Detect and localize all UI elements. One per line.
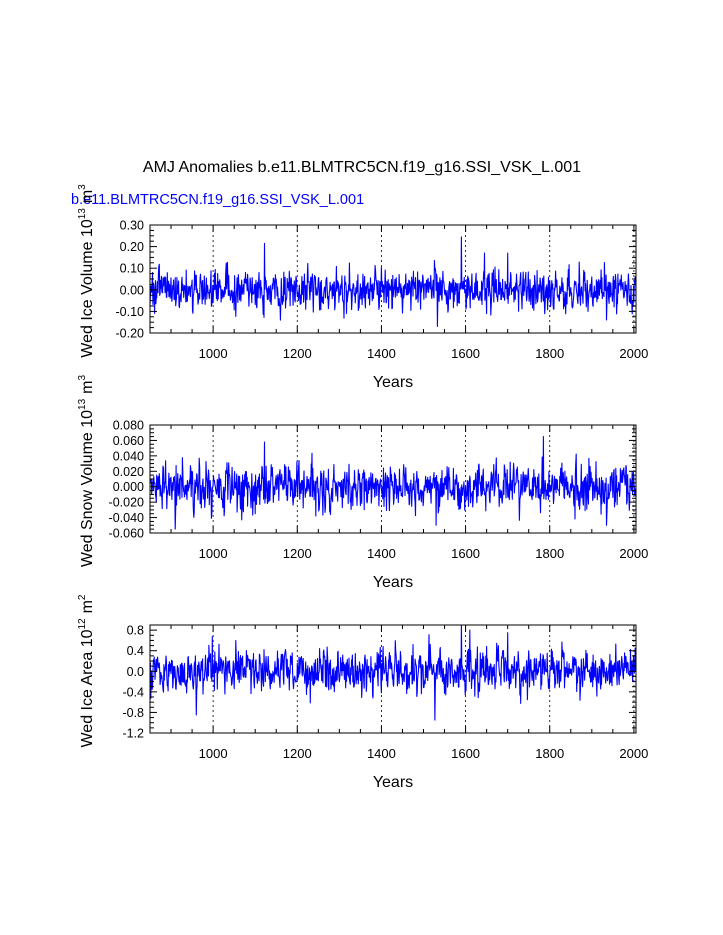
chart-panel-1: 1000 1200 1400 1600 1800 2000 -0.20 -0.10 0.00 0.… bbox=[77, 184, 648, 391]
y-axis-label-exponent: 13 bbox=[77, 398, 88, 410]
x-tick-label: 1200 bbox=[283, 546, 312, 561]
y-axis-label: Wed Ice Volume 1013 m3 bbox=[77, 184, 96, 358]
x-tick-label: 1800 bbox=[535, 546, 564, 561]
x-tick-label: 1400 bbox=[367, 346, 396, 361]
y-axis-label-unit: m bbox=[79, 190, 96, 203]
y-tick-label: 0.10 bbox=[120, 262, 144, 276]
series-line bbox=[149, 624, 637, 721]
y-tick-label: -0.020 bbox=[109, 496, 144, 510]
x-axis-label: Years bbox=[373, 374, 413, 391]
y-axis-label-unit-exponent: 3 bbox=[77, 374, 88, 380]
x-tick-label: 1800 bbox=[535, 746, 564, 761]
y-tick-label: 0.040 bbox=[113, 449, 144, 463]
y-tick-label: 0.30 bbox=[120, 219, 144, 233]
y-tick-label: -1.2 bbox=[122, 727, 144, 741]
y-tick-label: 0.060 bbox=[113, 434, 144, 448]
x-tick-label: 1000 bbox=[199, 746, 228, 761]
y-tick-label: -0.10 bbox=[116, 305, 145, 319]
x-tick-label: 1600 bbox=[451, 346, 480, 361]
y-axis-label-text: Wed Ice Area 10 bbox=[79, 629, 96, 747]
y-axis-label-unit-exponent: 2 bbox=[77, 594, 88, 600]
chart-panel-3: 1000 1200 1400 1600 1800 2000 -1.2 -0.8 -0.4 0.0 0… bbox=[77, 594, 648, 791]
y-tick-label: 0.000 bbox=[113, 480, 144, 494]
case-label: b.e11.BLMTRC5CN.f19_g16.SSI_VSK_L.001 bbox=[71, 192, 364, 208]
y-tick-label: 0.4 bbox=[127, 644, 144, 658]
y-axis-label-unit: m bbox=[79, 600, 96, 613]
x-axis-label: Years bbox=[373, 574, 413, 591]
y-axis-label-text: Wed Ice Volume 10 bbox=[79, 219, 96, 358]
y-tick-label: -0.4 bbox=[122, 685, 144, 699]
x-axis-label: Years bbox=[373, 774, 413, 791]
series-line bbox=[149, 236, 637, 328]
y-tick-label: 0.20 bbox=[120, 240, 144, 254]
x-tick-label: 1200 bbox=[283, 746, 312, 761]
y-tick-label: 0.0 bbox=[127, 665, 144, 679]
x-tick-label: 2000 bbox=[619, 546, 648, 561]
x-tick-label: 1800 bbox=[535, 346, 564, 361]
y-tick-label: -0.20 bbox=[116, 327, 145, 341]
x-tick-label: 1600 bbox=[451, 546, 480, 561]
y-tick-label: 0.080 bbox=[113, 419, 144, 433]
y-tick-label: 0.8 bbox=[127, 624, 144, 638]
x-tick-label: 1200 bbox=[283, 346, 312, 361]
y-axis-label-exponent: 13 bbox=[77, 208, 88, 220]
x-tick-label: 1600 bbox=[451, 746, 480, 761]
x-tick-label: 2000 bbox=[619, 346, 648, 361]
x-tick-label: 1000 bbox=[199, 546, 228, 561]
x-tick-label: 1000 bbox=[199, 346, 228, 361]
panels: 1000 1200 1400 1600 1800 2000 -0.20 -0.10 0.00 0.… bbox=[77, 184, 648, 791]
y-axis-label-text: Wed Snow Volume 10 bbox=[79, 410, 96, 567]
y-axis-label: Wed Ice Area 1012 m2 bbox=[77, 594, 96, 747]
y-tick-label: -0.060 bbox=[109, 527, 144, 541]
y-tick-label: 0.00 bbox=[120, 283, 144, 297]
y-axis-label-unit-exponent: 3 bbox=[77, 184, 88, 190]
x-tick-label: 1400 bbox=[367, 746, 396, 761]
x-tick-label: 2000 bbox=[619, 746, 648, 761]
x-tick-label: 1400 bbox=[367, 546, 396, 561]
y-tick-label: -0.8 bbox=[122, 706, 144, 720]
y-tick-label: -0.040 bbox=[109, 511, 144, 525]
y-axis-label-exponent: 12 bbox=[77, 618, 88, 630]
plot-frame bbox=[149, 624, 637, 734]
chart-panel-2: 1000 1200 1400 1600 1800 2000 -0.060 -0.040-0.0… bbox=[77, 374, 648, 591]
y-axis-label-unit: m bbox=[79, 380, 96, 393]
y-tick-label: 0.020 bbox=[113, 465, 144, 479]
series-line bbox=[149, 436, 637, 530]
main-title: AMJ Anomalies b.e11.BLMTRC5CN.f19_g16.SS… bbox=[143, 159, 581, 176]
y-axis-label: Wed Snow Volume 1013 m3 bbox=[77, 374, 96, 567]
